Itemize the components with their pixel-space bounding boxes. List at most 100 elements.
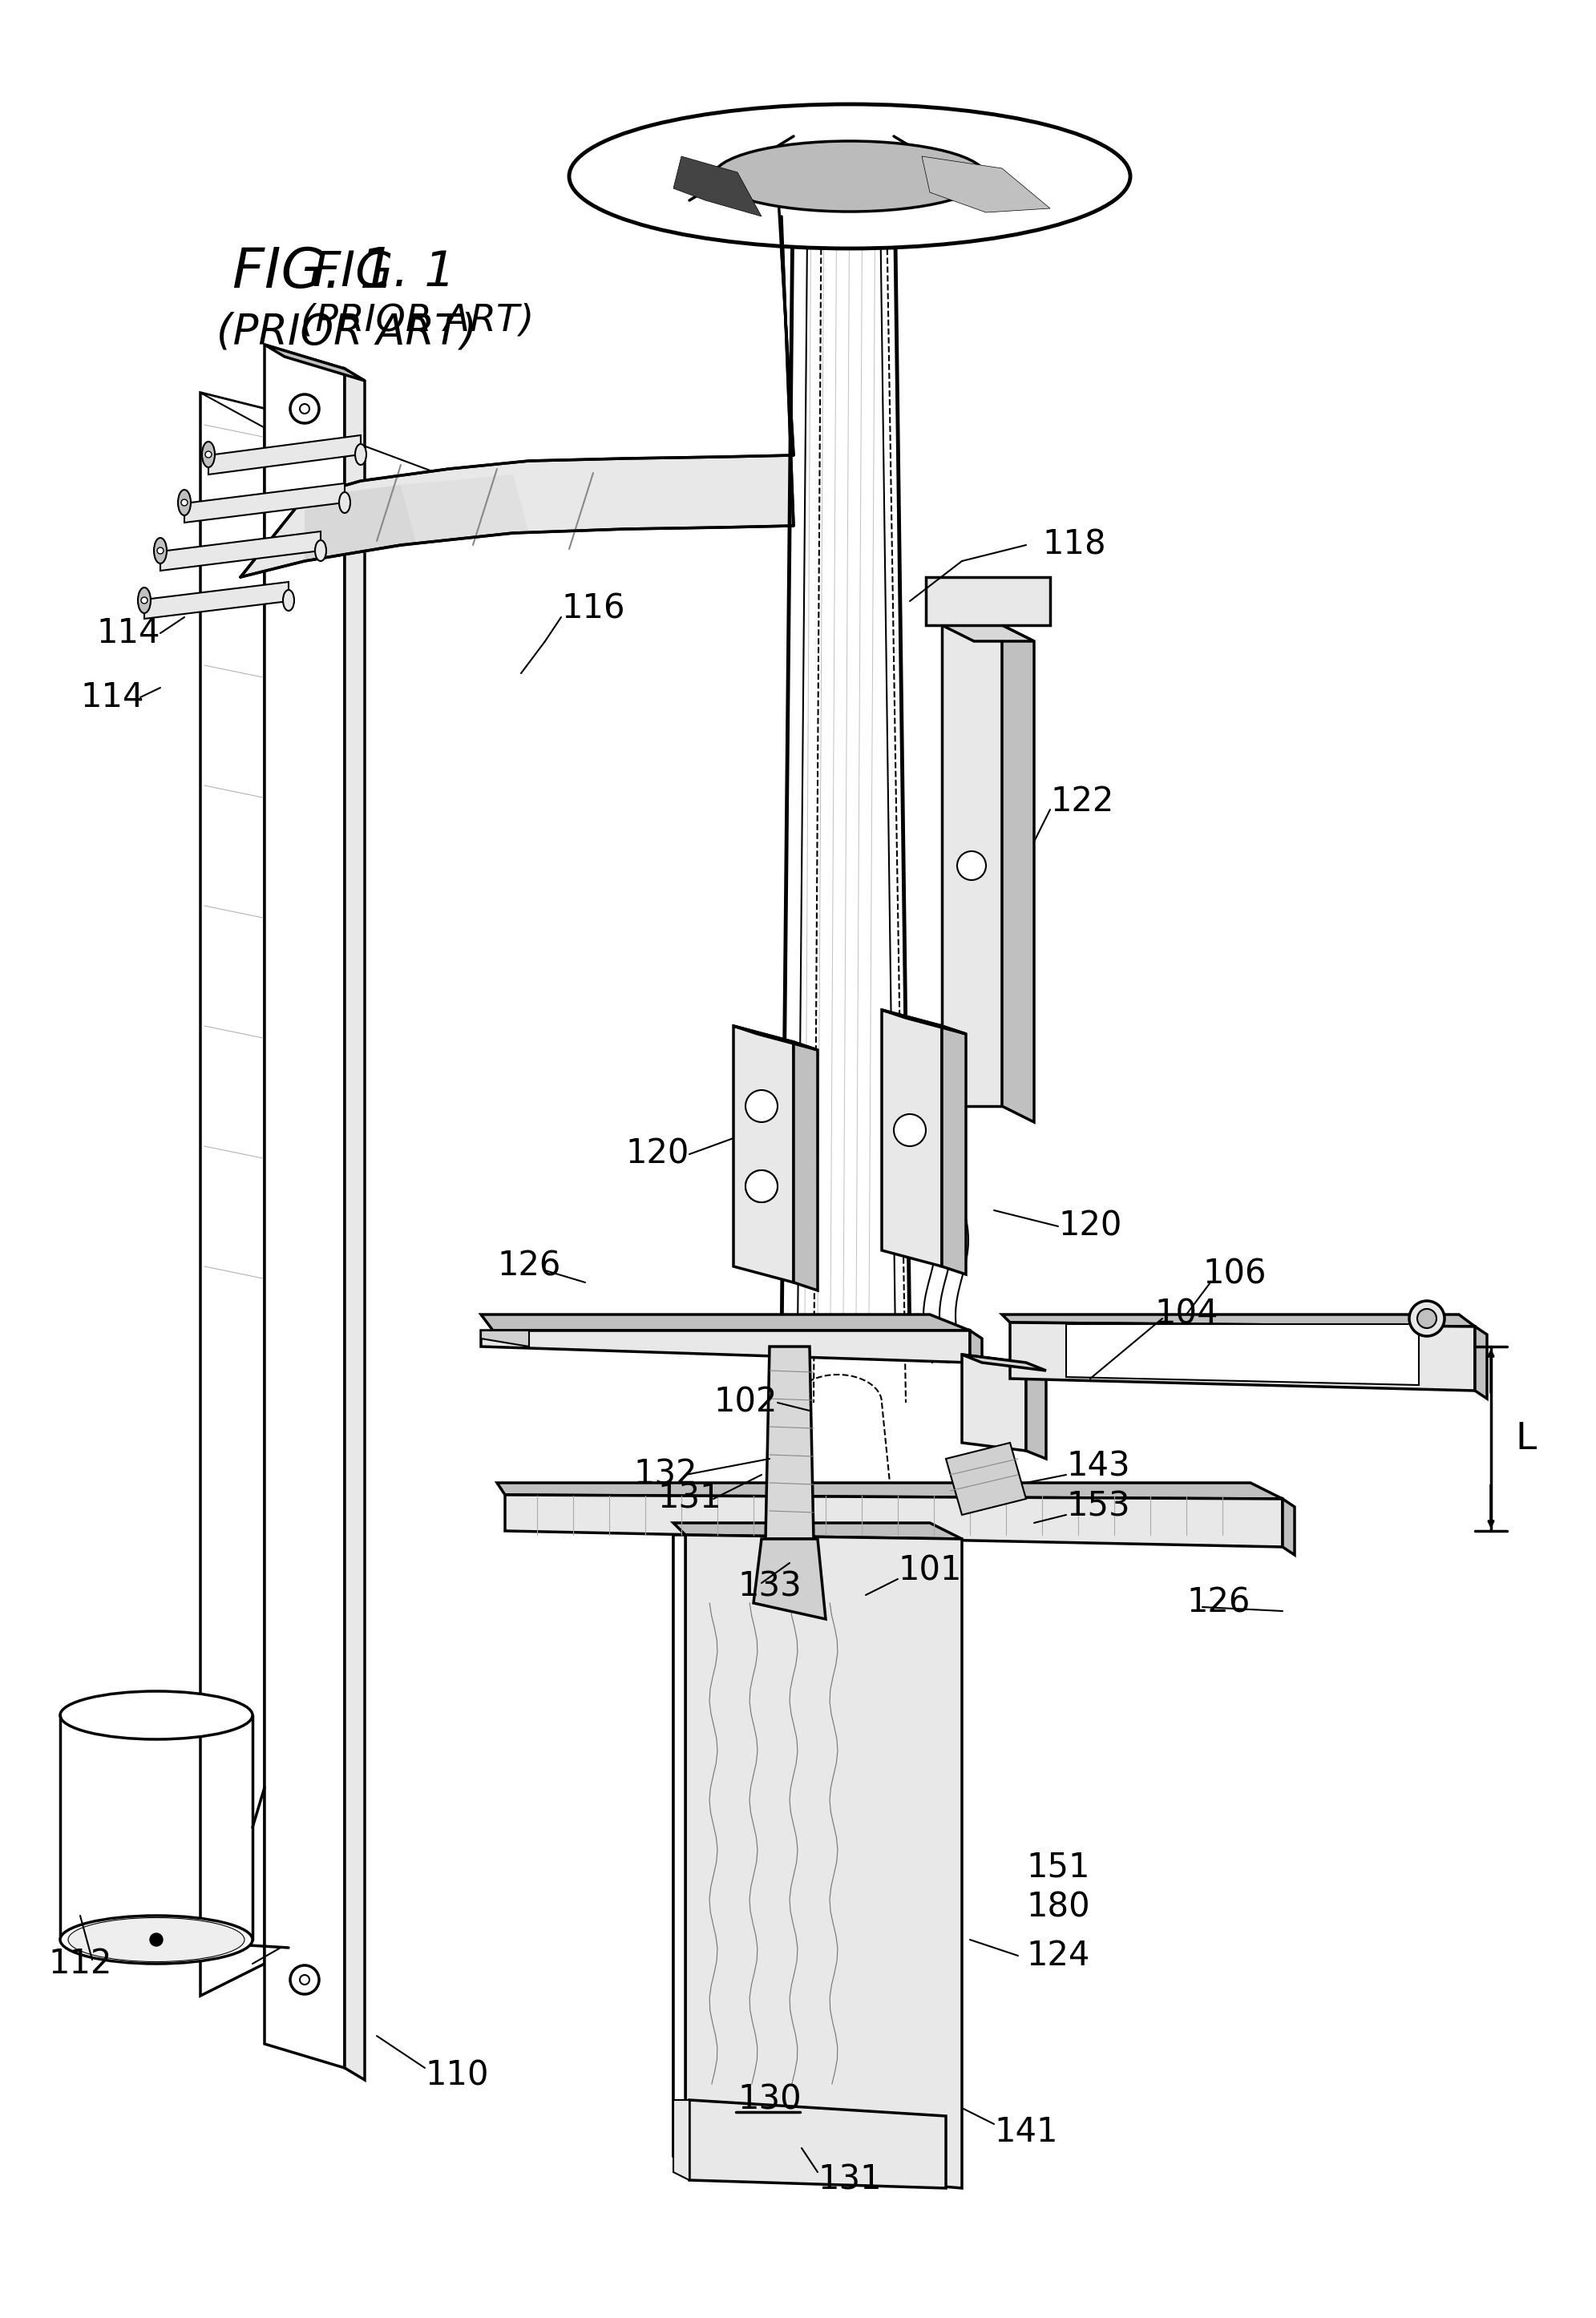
Ellipse shape [115, 1929, 198, 1949]
Text: 143: 143 [1066, 1451, 1130, 1484]
Circle shape [745, 1171, 777, 1203]
Circle shape [300, 1975, 310, 1984]
Text: 102: 102 [713, 1386, 777, 1419]
Polygon shape [1283, 1500, 1294, 1555]
Ellipse shape [282, 589, 294, 610]
Text: 153: 153 [1066, 1490, 1130, 1523]
Ellipse shape [142, 1936, 171, 1942]
Polygon shape [922, 155, 1050, 213]
Text: 131: 131 [658, 1481, 721, 1516]
Polygon shape [1002, 626, 1034, 1122]
Text: 124: 124 [1026, 1938, 1090, 1973]
Polygon shape [942, 1027, 966, 1275]
Polygon shape [305, 484, 417, 561]
Ellipse shape [713, 141, 986, 211]
Polygon shape [1002, 1314, 1475, 1326]
Text: 116: 116 [562, 593, 626, 626]
Ellipse shape [69, 1917, 244, 1961]
Polygon shape [144, 582, 289, 619]
Ellipse shape [314, 540, 326, 561]
Polygon shape [734, 1027, 817, 1050]
Polygon shape [265, 345, 345, 2068]
Text: FIG. 1: FIG. 1 [233, 246, 396, 299]
Text: 101: 101 [899, 1553, 961, 1588]
Polygon shape [265, 345, 365, 380]
Ellipse shape [338, 491, 350, 512]
Text: 114: 114 [96, 617, 160, 649]
Ellipse shape [128, 1933, 185, 1947]
Text: 120: 120 [626, 1138, 689, 1171]
Circle shape [182, 498, 188, 505]
Text: L: L [1515, 1421, 1537, 1456]
Circle shape [1409, 1300, 1444, 1335]
Circle shape [745, 1171, 777, 1203]
Text: 180: 180 [1026, 1891, 1090, 1924]
Text: 106: 106 [1202, 1259, 1266, 1291]
Polygon shape [201, 392, 265, 1996]
Polygon shape [926, 577, 1050, 626]
Text: 118: 118 [1042, 529, 1106, 561]
Polygon shape [160, 531, 321, 570]
Circle shape [156, 547, 163, 554]
Text: 133: 133 [737, 1569, 801, 1604]
Ellipse shape [61, 1915, 252, 1963]
Text: (PRIOR ART): (PRIOR ART) [300, 304, 535, 338]
Text: 151: 151 [1026, 1850, 1090, 1885]
Polygon shape [881, 1011, 966, 1034]
Polygon shape [345, 369, 365, 2079]
Ellipse shape [153, 538, 166, 563]
Polygon shape [504, 1495, 1283, 1546]
Polygon shape [942, 626, 1034, 642]
Polygon shape [946, 1442, 1026, 1516]
Polygon shape [674, 2100, 689, 2181]
Circle shape [745, 1089, 777, 1122]
Polygon shape [401, 475, 528, 545]
Text: 126: 126 [496, 1249, 560, 1284]
Polygon shape [962, 1354, 1026, 1451]
Text: 114: 114 [80, 681, 144, 714]
Circle shape [300, 403, 310, 413]
Circle shape [206, 452, 212, 457]
Polygon shape [480, 1331, 970, 1363]
Polygon shape [734, 1027, 793, 1282]
Polygon shape [685, 1535, 962, 2188]
Polygon shape [480, 1314, 970, 1331]
Circle shape [290, 1966, 319, 1993]
Ellipse shape [61, 1692, 252, 1738]
Polygon shape [753, 1539, 825, 1618]
Text: 141: 141 [994, 2116, 1058, 2149]
Polygon shape [1026, 1363, 1045, 1458]
Text: (PRIOR ART): (PRIOR ART) [217, 313, 477, 352]
Polygon shape [962, 1354, 1045, 1370]
Polygon shape [942, 626, 1002, 1106]
Polygon shape [209, 436, 361, 475]
Polygon shape [1010, 1324, 1475, 1391]
Polygon shape [689, 2100, 946, 2188]
Ellipse shape [137, 586, 150, 614]
Text: 131: 131 [817, 2163, 881, 2197]
Ellipse shape [77, 1919, 236, 1959]
Polygon shape [496, 1484, 1283, 1500]
Circle shape [1417, 1310, 1436, 1328]
Polygon shape [674, 155, 761, 216]
Polygon shape [1066, 1324, 1419, 1386]
Ellipse shape [203, 443, 215, 468]
Polygon shape [674, 1535, 685, 2165]
Text: 120: 120 [1058, 1210, 1122, 1242]
Ellipse shape [88, 1922, 225, 1956]
Polygon shape [782, 121, 910, 1347]
Circle shape [140, 598, 147, 603]
Circle shape [894, 1115, 926, 1145]
Ellipse shape [570, 104, 1130, 248]
Ellipse shape [102, 1926, 211, 1954]
Text: FIG. 1: FIG. 1 [313, 248, 455, 297]
Polygon shape [201, 392, 440, 489]
Polygon shape [766, 1347, 814, 1539]
Polygon shape [241, 185, 793, 577]
Polygon shape [793, 1043, 817, 1291]
Text: 130: 130 [737, 2084, 801, 2116]
Ellipse shape [356, 445, 367, 466]
Text: 104: 104 [1154, 1298, 1218, 1331]
Circle shape [958, 851, 986, 881]
Text: 112: 112 [48, 1947, 112, 1980]
